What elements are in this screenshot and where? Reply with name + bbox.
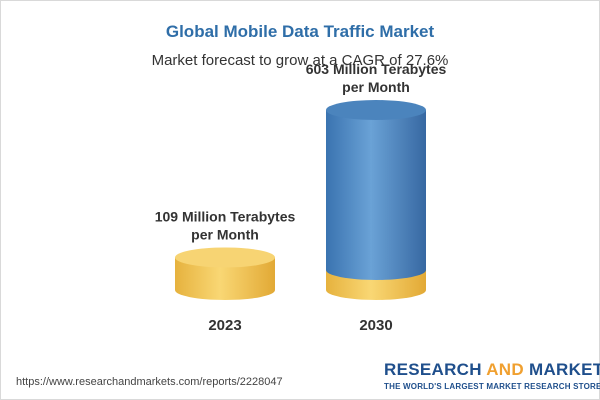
logo-wordmark: RESEARCH AND MARKETS [384, 360, 600, 380]
logo-tagline: THE WORLD'S LARGEST MARKET RESEARCH STOR… [384, 382, 600, 391]
data-label-2023-line2: per Month [191, 226, 259, 242]
bar-body [326, 110, 426, 280]
chart-subtitle: Market forecast to grow at a CAGR of 27.… [151, 52, 449, 69]
bar-top [326, 100, 426, 120]
category-label-2023: 2023 [208, 317, 241, 334]
logo-word-and: AND [486, 360, 524, 379]
logo-word-research: RESEARCH [384, 360, 482, 379]
bar-2023 [175, 247, 275, 300]
category-label-2030: 2030 [359, 317, 392, 334]
bar-body [175, 257, 275, 300]
brand-logo: RESEARCH AND MARKETS THE WORLD'S LARGEST… [384, 360, 600, 391]
bar-top [175, 247, 275, 268]
data-label-2030-line2: per Month [342, 79, 410, 95]
data-label-2030-line1: 603 Million Terabytes [306, 61, 447, 77]
logo-word-markets: MARKETS [528, 360, 600, 379]
data-label-2023-line1: 109 Million Terabytes [155, 208, 296, 224]
bar-2030 [326, 100, 426, 300]
chart-title: Global Mobile Data Traffic Market [165, 22, 435, 41]
source-url[interactable]: https://www.researchandmarkets.com/repor… [16, 376, 283, 388]
